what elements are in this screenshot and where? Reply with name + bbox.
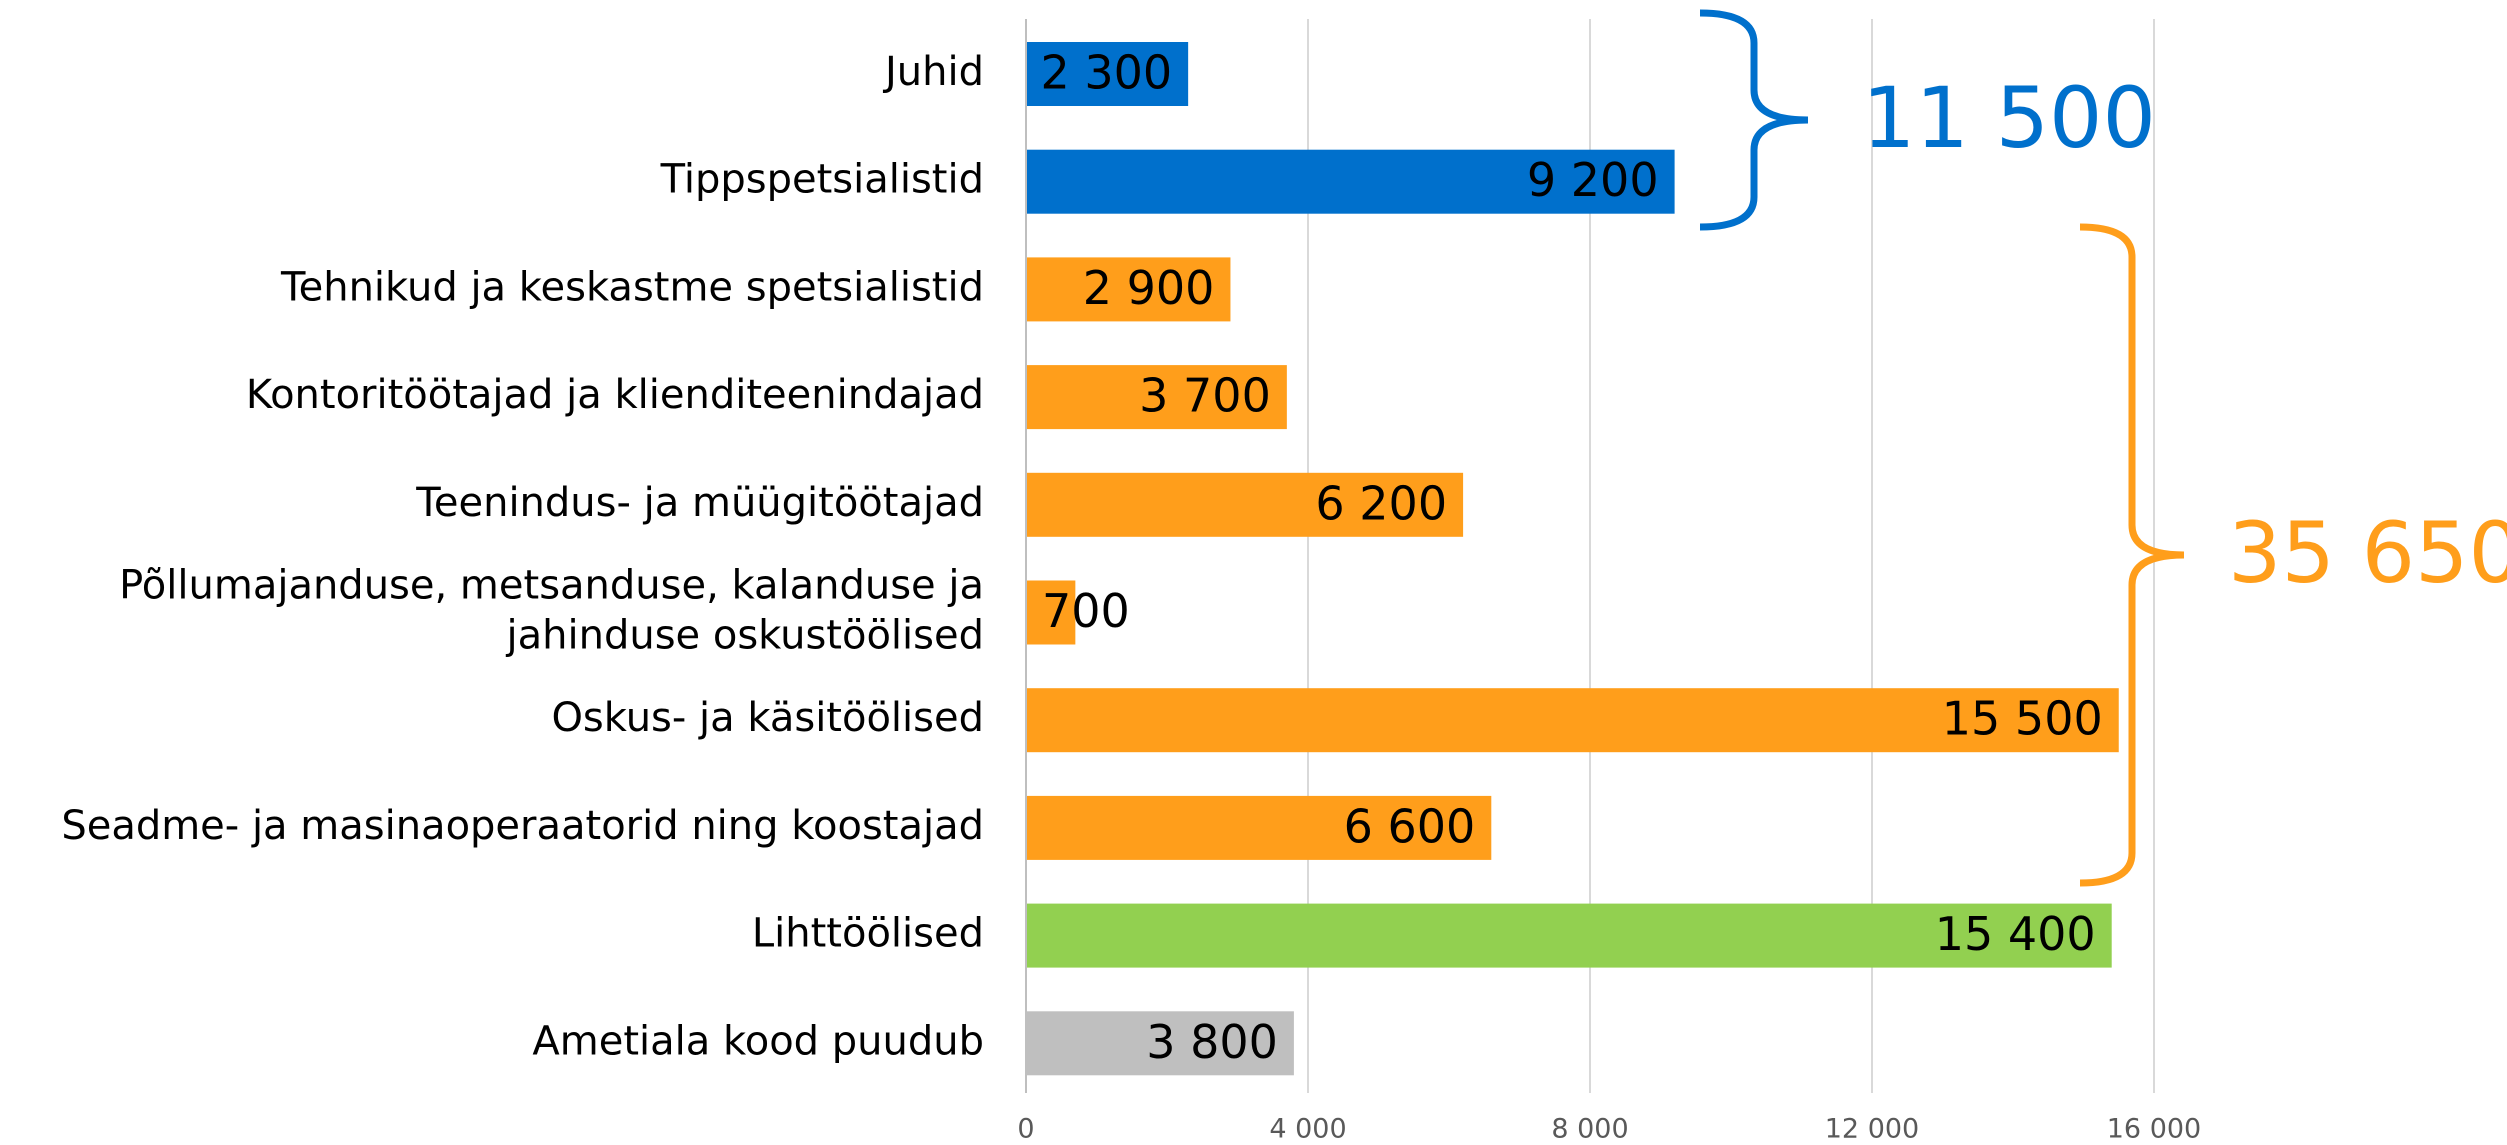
category-label: Teenindus- ja müügitöötajad <box>415 480 984 526</box>
bar <box>1026 903 2112 968</box>
bar <box>1026 42 1189 106</box>
category-label: Põllumajanduse, metsanduse, kalanduse ja… <box>119 563 984 659</box>
bar <box>1026 365 1287 430</box>
bar <box>1026 149 1675 214</box>
bar <box>1026 257 1231 322</box>
bar <box>1026 1011 1294 1076</box>
x-tick-label: 8 000 <box>1551 1114 1628 1145</box>
value-label: 15 500 <box>1942 692 2103 746</box>
category-label: Kontoritöötajad ja klienditeenindajad <box>246 372 984 418</box>
category-label: Lihttöölised <box>752 911 984 957</box>
category-label: Tippspetsialistid <box>660 157 984 203</box>
value-label: 15 400 <box>1935 907 2096 961</box>
value-label: 6 200 <box>1315 476 1447 530</box>
category-label: Oskus- ja käsitöölised <box>551 695 984 741</box>
value-label: 3 700 <box>1139 369 1271 423</box>
bar <box>1026 580 1076 645</box>
annotation: 35 650 <box>2228 504 2507 602</box>
value-label: 2 300 <box>1040 46 1172 100</box>
category-label: Ametiala kood puudub <box>532 1018 984 1064</box>
bar <box>1026 688 2119 753</box>
category-label: Seadme- ja masinaoperaatorid ning koosta… <box>61 803 984 849</box>
annotation: 11 500 <box>1862 69 2156 167</box>
value-label: 9 200 <box>1527 153 1659 207</box>
value-label: 3 800 <box>1146 1015 1278 1069</box>
category-label: Tehnikud ja keskastme spetsialistid <box>280 264 984 310</box>
value-label: 2 900 <box>1083 261 1215 315</box>
x-tick-label: 16 000 <box>2107 1114 2201 1145</box>
x-tick-label: 12 000 <box>1825 1114 1919 1145</box>
value-label: 6 600 <box>1344 799 1476 853</box>
bar <box>1026 795 1492 860</box>
x-tick-label: 4 000 <box>1269 1114 1346 1145</box>
brace <box>2079 223 2185 887</box>
brace <box>1699 9 1809 231</box>
bar <box>1026 472 1464 537</box>
x-tick-label: 0 <box>1017 1114 1034 1145</box>
value-label: 700 <box>1042 584 1130 638</box>
category-label: Juhid <box>882 49 984 95</box>
